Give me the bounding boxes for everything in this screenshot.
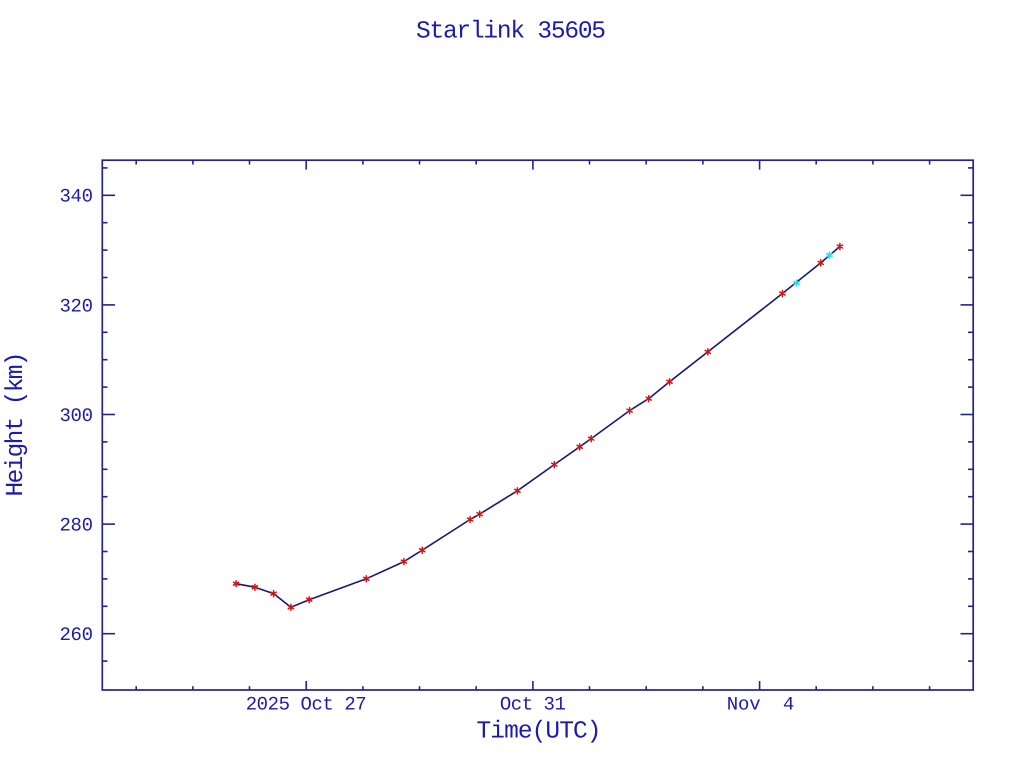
svg-text:Height (km): Height (km) bbox=[3, 352, 30, 497]
svg-text:260: 260 bbox=[60, 624, 94, 646]
svg-text:300: 300 bbox=[60, 405, 94, 427]
svg-text:Time(UTC): Time(UTC) bbox=[477, 719, 602, 746]
svg-text:340: 340 bbox=[60, 186, 94, 208]
svg-text:Nov 4: Nov 4 bbox=[727, 694, 795, 716]
svg-text:2025 Oct 27: 2025 Oct 27 bbox=[246, 694, 367, 716]
svg-text:Starlink 35605: Starlink 35605 bbox=[416, 19, 606, 46]
svg-text:280: 280 bbox=[60, 515, 94, 537]
svg-text:320: 320 bbox=[60, 295, 94, 317]
svg-text:Oct 31: Oct 31 bbox=[500, 694, 566, 716]
